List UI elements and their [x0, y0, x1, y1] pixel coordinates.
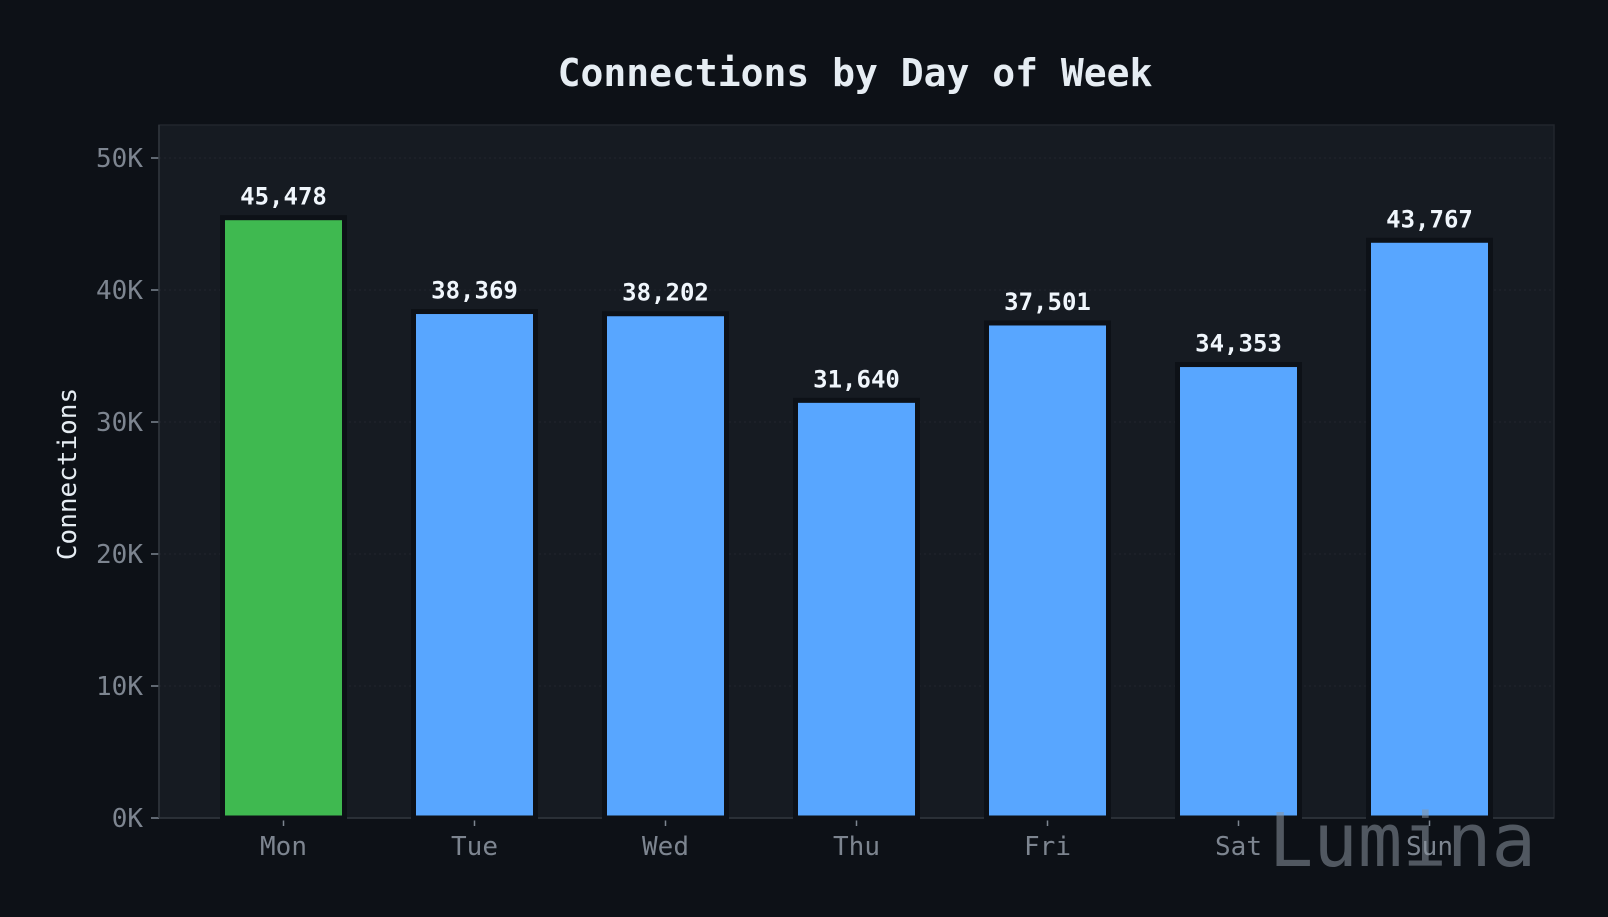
x-tick-label: Sat — [1215, 832, 1262, 862]
y-tick-label: 40K — [96, 276, 143, 306]
x-tick-label: Sun — [1406, 832, 1453, 862]
bar-thu — [793, 397, 920, 821]
chart-title: Connections by Day of Week — [558, 51, 1153, 95]
y-tick-label: 50K — [96, 144, 143, 174]
x-tick-label: Mon — [260, 832, 307, 862]
data-label-sat: 34,353 — [1195, 330, 1282, 358]
bar-tue — [411, 309, 538, 821]
bar-sun — [1366, 237, 1493, 821]
data-label-mon: 45,478 — [240, 183, 327, 211]
y-tick-label: 20K — [96, 540, 143, 570]
watermark-logo: Lumina — [1269, 798, 1536, 884]
y-tick-label: 10K — [96, 672, 143, 702]
x-tick-label: Tue — [451, 832, 498, 862]
data-label-tue: 38,369 — [431, 277, 518, 305]
data-label-sun: 43,767 — [1386, 205, 1473, 233]
data-label-wed: 38,202 — [622, 279, 709, 307]
data-label-fri: 37,501 — [1004, 288, 1091, 316]
bar-sat — [1175, 362, 1302, 821]
bar-mon — [220, 215, 347, 821]
x-tick-label: Wed — [642, 832, 689, 862]
bar-fri — [984, 320, 1111, 821]
y-tick-label: 30K — [96, 408, 143, 438]
y-tick-label: 0K — [112, 804, 144, 834]
bar-wed — [602, 311, 729, 821]
bars — [220, 215, 1493, 821]
x-tick-label: Fri — [1024, 832, 1071, 862]
y-axis-label: Connections — [53, 388, 83, 560]
data-label-thu: 31,640 — [813, 365, 900, 393]
axes: 0K 10K 20K 30K 40K 50K Mon Tue Wed Thu Fri Sat Sun — [96, 125, 1554, 862]
x-tick-label: Thu — [833, 832, 880, 862]
data-labels: 45,478 38,369 38,202 31,640 37,501 34,353 43,7… — [240, 183, 1473, 394]
